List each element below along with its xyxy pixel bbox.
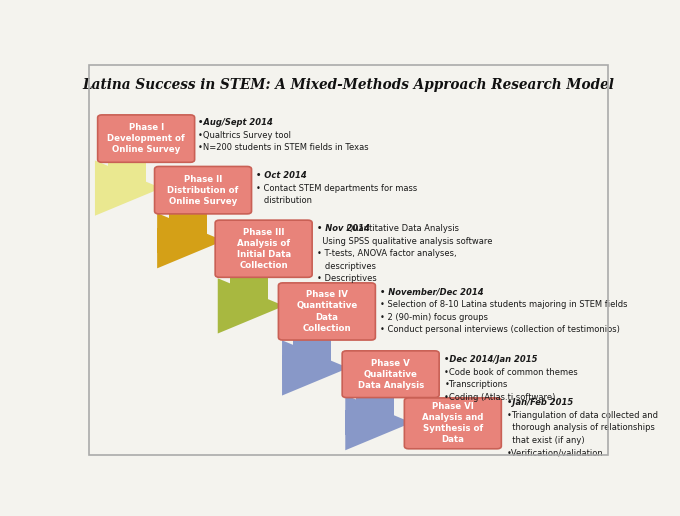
Polygon shape [282, 340, 348, 396]
Text: Phase II
Distribution of
Online Survey: Phase II Distribution of Online Survey [167, 174, 239, 206]
FancyBboxPatch shape [98, 115, 194, 163]
Bar [356, 395, 394, 423]
Bar [282, 356, 292, 380]
FancyBboxPatch shape [278, 283, 375, 340]
Text: • T-tests, ANOVA factor analyses,: • T-tests, ANOVA factor analyses, [317, 249, 456, 258]
Text: •Aug/Sept 2014: •Aug/Sept 2014 [199, 118, 273, 127]
Text: thorough analysis of relationships: thorough analysis of relationships [507, 423, 654, 432]
Text: • Oct 2014: • Oct 2014 [256, 171, 307, 180]
Text: Phase III
Analysis of
Initial Data
Collection: Phase III Analysis of Initial Data Colle… [237, 228, 291, 270]
Bar [95, 175, 108, 201]
Bar [345, 410, 356, 435]
Text: • Descriptives: • Descriptives [317, 274, 377, 283]
Bar [108, 159, 146, 188]
Text: • November/Dec 2014: • November/Dec 2014 [380, 288, 483, 297]
FancyBboxPatch shape [342, 351, 439, 397]
Text: • Conduct personal interviews (collection of testimonios): • Conduct personal interviews (collectio… [380, 326, 620, 334]
Text: •Code book of common themes: •Code book of common themes [445, 368, 578, 377]
Text: Quantitative Data Analysis: Quantitative Data Analysis [344, 224, 459, 233]
Text: •Triangulation of data collected and: •Triangulation of data collected and [507, 411, 658, 420]
FancyBboxPatch shape [215, 220, 312, 277]
Text: distribution: distribution [256, 196, 312, 205]
Text: •Dec 2014/Jan 2015: •Dec 2014/Jan 2015 [445, 356, 538, 364]
Text: descriptives: descriptives [317, 262, 376, 270]
Text: •Qualtrics Survey tool: •Qualtrics Survey tool [199, 131, 291, 140]
Text: Phase I
Development of
Online Survey: Phase I Development of Online Survey [107, 123, 185, 154]
Polygon shape [345, 395, 412, 450]
Bar [230, 275, 268, 306]
Text: • Nov 2014: • Nov 2014 [317, 224, 370, 233]
Text: Latina Success in STEM: A Mixed-Methods Approach Research Model: Latina Success in STEM: A Mixed-Methods … [82, 77, 615, 92]
Text: Phase IV
Quantitative
Data
Collection: Phase IV Quantitative Data Collection [296, 291, 358, 333]
Text: Phase V
Qualitative
Data Analysis: Phase V Qualitative Data Analysis [358, 359, 424, 390]
Text: • Contact STEM departments for mass: • Contact STEM departments for mass [256, 184, 418, 192]
Text: • Selection of 8-10 Latina students majoring in STEM fields: • Selection of 8-10 Latina students majo… [380, 300, 628, 309]
Text: •Transcriptions: •Transcriptions [445, 380, 508, 390]
Text: Phase VI
Analysis and
Synthesis of
Data: Phase VI Analysis and Synthesis of Data [422, 402, 483, 444]
Polygon shape [218, 278, 284, 333]
Text: •N=200 students in STEM fields in Texas: •N=200 students in STEM fields in Texas [199, 143, 369, 152]
Text: that exist (if any): that exist (if any) [507, 436, 584, 445]
Polygon shape [95, 160, 161, 216]
FancyBboxPatch shape [154, 167, 252, 214]
Text: •Jan/Feb 2015: •Jan/Feb 2015 [507, 398, 573, 407]
Bar [169, 211, 207, 241]
Bar [157, 228, 169, 253]
Text: • 2 (90-min) focus groups: • 2 (90-min) focus groups [380, 313, 488, 322]
Text: Using SPSS qualitative analysis software: Using SPSS qualitative analysis software [317, 236, 492, 246]
Text: •Verification/validation: •Verification/validation [507, 448, 603, 458]
Polygon shape [157, 213, 224, 268]
FancyBboxPatch shape [405, 398, 501, 449]
Text: •Coding (Atlas.ti software): •Coding (Atlas.ti software) [445, 393, 556, 402]
Bar [218, 293, 230, 318]
Bar [292, 337, 330, 368]
